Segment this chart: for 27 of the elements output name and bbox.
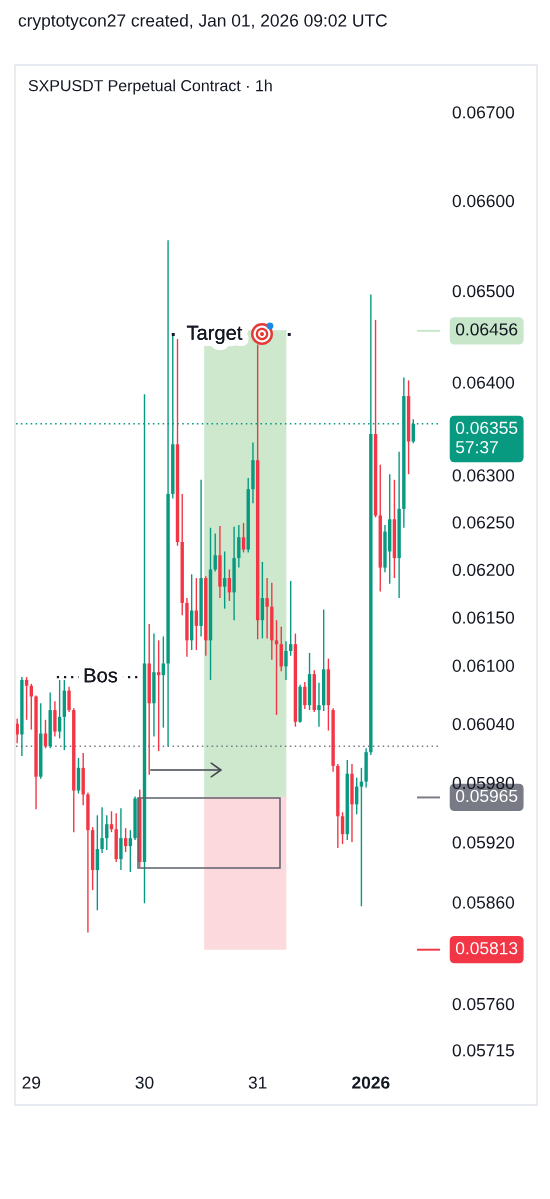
text: cryptotycon27 created, Jan 01, 2026 09:02 UTC <box>18 13 387 31</box>
x-tick-label: 30 <box>135 1076 154 1089</box>
y-tick-label: 0.06300 <box>452 469 515 482</box>
y-tick-label: 0.06500 <box>452 284 515 298</box>
ref-line-label: 0.05965 <box>455 789 518 803</box>
y-tick-label: 0.05860 <box>452 896 515 909</box>
annotation: Target <box>186 325 243 344</box>
chart-title: SXPUSDT Perpetual Contract · 1h <box>28 79 272 95</box>
y-tick-label: 0.06200 <box>452 563 515 576</box>
y-tick-label: 0.05760 <box>452 997 515 1011</box>
x-tick-label: 2026 <box>352 1076 390 1089</box>
ref-line-label: 0.06456 <box>455 323 518 336</box>
y-tick-label: 0.06250 <box>452 516 515 529</box>
ref-line-label: 0.05813 <box>455 942 518 955</box>
y-tick-label: 0.05715 <box>452 1044 515 1057</box>
y-tick-label: 0.05920 <box>452 836 515 849</box>
x-tick-label: 29 <box>22 1076 41 1089</box>
y-tick-label: 0.05980 <box>452 776 515 790</box>
x-tick-label: 31 <box>248 1076 267 1089</box>
y-tick-label: 0.06100 <box>452 659 515 672</box>
ref-line-label: 0.06355 57:37 <box>455 421 518 454</box>
y-tick-label: 0.06700 <box>452 106 515 119</box>
y-tick-label: 0.06600 <box>452 194 515 208</box>
annotation: Bos <box>84 668 118 683</box>
y-tick-label: 0.06400 <box>452 376 515 389</box>
y-tick-label: 0.06040 <box>452 717 515 731</box>
y-tick-label: 0.06150 <box>452 611 515 624</box>
